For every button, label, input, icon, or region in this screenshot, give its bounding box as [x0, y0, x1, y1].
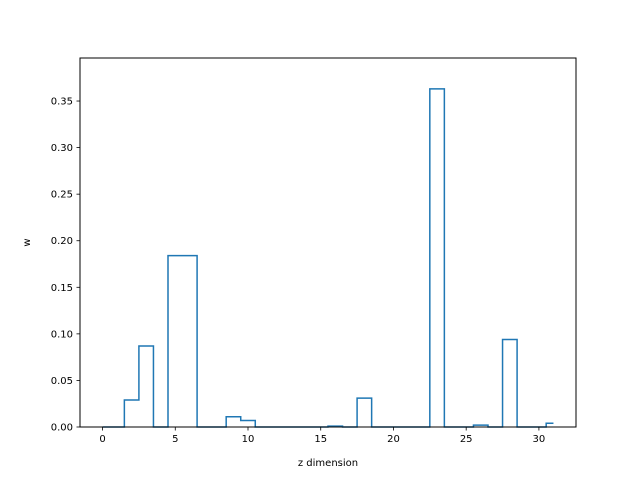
x-tick-label: 20	[387, 434, 400, 445]
x-tick-label: 30	[533, 434, 546, 445]
y-tick-label: 0.30	[51, 143, 73, 154]
x-tick-label: 15	[314, 434, 327, 445]
x-tick-label: 25	[460, 434, 473, 445]
x-tick-label: 5	[172, 434, 178, 445]
x-axis-ticks: 0 5 10 15 20 25 30	[99, 427, 545, 445]
y-tick-label: 0.00	[51, 423, 73, 434]
series-step-line	[102, 88, 554, 428]
y-tick-label: 0.15	[51, 283, 73, 294]
x-tick-label: 0	[99, 434, 105, 445]
y-tick-label: 0.25	[51, 190, 73, 201]
plot-area	[102, 88, 554, 428]
y-tick-label: 0.35	[51, 97, 73, 108]
y-axis-ticks: 0.00 0.05 0.10 0.15 0.20 0.25 0.30 0.35	[51, 97, 80, 434]
x-axis-label: z dimension	[298, 458, 358, 469]
y-tick-label: 0.05	[51, 376, 73, 387]
y-axis-label: w	[22, 238, 33, 246]
y-tick-label: 0.10	[51, 329, 73, 340]
x-tick-label: 10	[242, 434, 255, 445]
axes-frame	[79, 57, 577, 428]
y-tick-label: 0.20	[51, 236, 73, 247]
